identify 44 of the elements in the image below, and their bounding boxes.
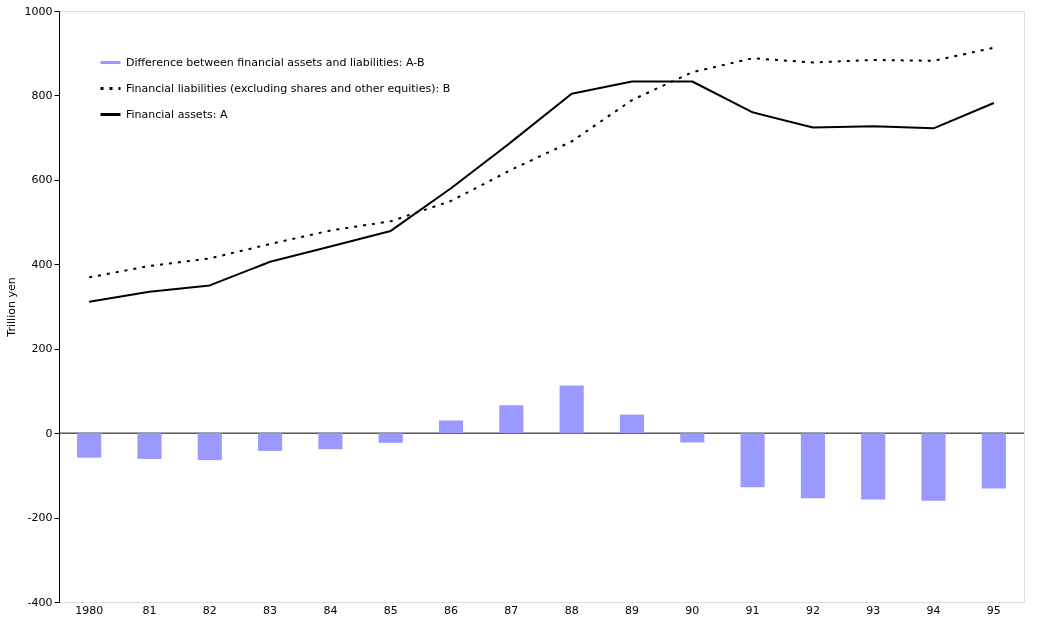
x-tick-label: 85 — [383, 603, 398, 617]
x-tick-label: 95 — [986, 603, 1001, 617]
legend-label: Financial liabilities (excluding shares and other equities): B — [126, 81, 451, 95]
bar — [981, 433, 1006, 489]
y-tick-label: -400 — [27, 595, 53, 609]
bar — [800, 433, 825, 499]
x-tick-label: 91 — [745, 603, 760, 617]
bar — [77, 433, 102, 458]
x-tick-label: 94 — [926, 603, 941, 617]
x-tick-label: 84 — [323, 603, 338, 617]
bar — [921, 433, 946, 501]
x-tick-label: 92 — [805, 603, 820, 617]
y-tick-label: 1000 — [24, 4, 53, 18]
bar — [137, 433, 162, 459]
y-tick-label: 400 — [31, 257, 53, 271]
bar — [318, 433, 343, 450]
bar — [619, 414, 645, 434]
bar — [258, 433, 283, 451]
x-tick-label: 93 — [866, 603, 881, 617]
y-axis-title: Trillion yen — [4, 277, 18, 338]
x-tick-label: 89 — [624, 603, 639, 617]
x-tick-label: 88 — [564, 603, 579, 617]
bar — [438, 420, 464, 434]
bar — [861, 433, 886, 500]
y-tick-label: -200 — [27, 511, 53, 525]
bar — [499, 405, 524, 434]
bar — [197, 433, 222, 461]
x-tick-label: 87 — [504, 603, 519, 617]
bar — [680, 433, 705, 443]
y-tick-label: 0 — [45, 426, 53, 440]
x-tick-label: 86 — [444, 603, 459, 617]
x-tick-label: 83 — [263, 603, 278, 617]
y-tick-label: 800 — [31, 88, 53, 102]
y-tick-label: 600 — [31, 173, 53, 187]
legend-label: Financial assets: A — [126, 107, 228, 121]
x-tick-label: 82 — [202, 603, 217, 617]
x-tick-label: 90 — [685, 603, 700, 617]
bar — [378, 433, 403, 443]
y-tick-label: 200 — [31, 342, 53, 356]
legend-label: Difference between financial assets and liabilities: A-B — [126, 55, 425, 69]
bar — [740, 433, 765, 488]
bar — [559, 385, 584, 434]
x-tick-label: 81 — [142, 603, 157, 617]
x-tick-label: 1980 — [75, 603, 104, 617]
